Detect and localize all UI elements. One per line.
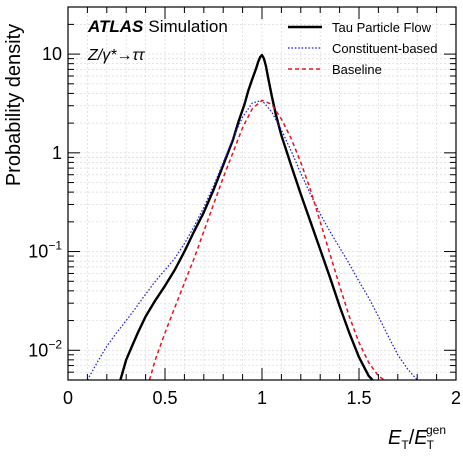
y-tick-base: 1: [52, 143, 62, 163]
legend-label: Constituent-based: [332, 41, 438, 56]
plot-frame: [67, 6, 457, 381]
y-tick-label: 10: [42, 44, 62, 64]
y-tick-label: 1: [52, 143, 62, 163]
x-tick-label: 2: [451, 388, 461, 408]
y-axis-label: Probability density: [3, 24, 25, 186]
y-tick-exponent: −2: [48, 337, 62, 351]
x-tick-label: 1.5: [346, 388, 371, 408]
legend: Tau Particle Flow Constituent-based Baseli…: [288, 20, 438, 77]
x-tick-label: 0: [63, 388, 73, 408]
process-label: Z/γ*→ττ: [87, 47, 145, 64]
series-lines: [86, 53, 418, 381]
y-tick-base: 10: [28, 340, 48, 360]
experiment-label: ATLAS Simulation: [87, 17, 228, 36]
axis-ticks: [67, 6, 457, 381]
series-line-constituent-based: [86, 99, 418, 381]
y-tick-base: 10: [42, 44, 62, 64]
series-line-baseline: [148, 99, 385, 381]
legend-label: Tau Particle Flow: [332, 20, 432, 35]
y-tick-label: 10−2: [28, 337, 62, 360]
gridlines: [68, 6, 456, 381]
y-tick-exponent: −1: [48, 239, 62, 253]
y-tick-base: 10: [28, 242, 48, 262]
x-tick-label: 1: [257, 388, 267, 408]
legend-label: Baseline: [332, 62, 382, 77]
y-tick-label: 10−1: [28, 239, 62, 262]
series-line-tau-particle-flow: [119, 53, 374, 381]
x-tick-label: 0.5: [152, 388, 177, 408]
x-axis-label: ET/ETgen: [388, 423, 446, 452]
